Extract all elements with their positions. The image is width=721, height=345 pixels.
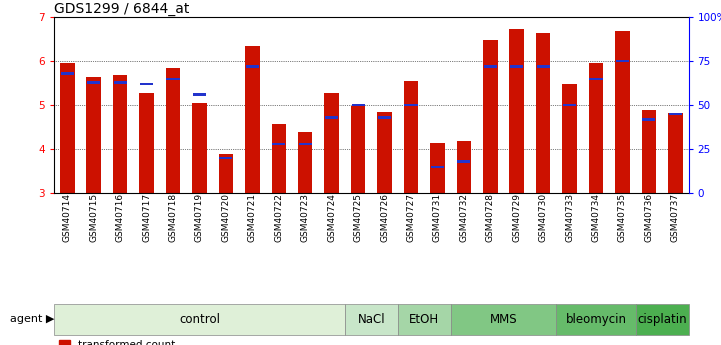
Text: cisplatin: cisplatin xyxy=(637,313,687,326)
Text: GSM40716: GSM40716 xyxy=(115,193,125,242)
Bar xyxy=(668,113,683,193)
Text: GSM40731: GSM40731 xyxy=(433,193,442,242)
Bar xyxy=(324,93,339,193)
Text: GSM40734: GSM40734 xyxy=(591,193,601,242)
Bar xyxy=(325,116,338,119)
Text: GSM40733: GSM40733 xyxy=(565,193,574,242)
Bar xyxy=(484,65,497,68)
Text: GSM40717: GSM40717 xyxy=(142,193,151,242)
Bar xyxy=(457,160,470,163)
Bar xyxy=(351,106,366,193)
Bar xyxy=(590,78,603,80)
Text: GSM40736: GSM40736 xyxy=(645,193,653,242)
FancyBboxPatch shape xyxy=(636,304,689,335)
Text: GSM40722: GSM40722 xyxy=(274,193,283,242)
Bar xyxy=(60,62,74,193)
Text: bleomycin: bleomycin xyxy=(565,313,627,326)
Text: GSM40728: GSM40728 xyxy=(486,193,495,242)
Bar xyxy=(536,65,549,68)
Text: GSM40719: GSM40719 xyxy=(195,193,204,242)
Bar xyxy=(298,143,311,145)
Bar xyxy=(272,124,286,193)
Bar xyxy=(510,29,524,193)
Text: GSM40737: GSM40737 xyxy=(671,193,680,242)
Bar xyxy=(61,72,74,75)
Bar xyxy=(140,83,153,85)
Bar xyxy=(193,103,207,193)
Text: GSM40730: GSM40730 xyxy=(539,193,548,242)
Text: GSM40726: GSM40726 xyxy=(380,193,389,242)
Bar xyxy=(616,60,629,62)
Text: GSM40727: GSM40727 xyxy=(407,193,415,242)
Bar xyxy=(166,68,180,193)
Bar xyxy=(431,166,444,168)
Bar xyxy=(563,104,576,107)
Text: GSM40732: GSM40732 xyxy=(459,193,469,242)
Bar xyxy=(87,77,101,193)
Text: GSM40715: GSM40715 xyxy=(89,193,98,242)
Bar xyxy=(273,143,286,145)
Text: GDS1299 / 6844_at: GDS1299 / 6844_at xyxy=(54,2,190,16)
Bar xyxy=(404,81,418,193)
Bar xyxy=(219,157,232,159)
Bar xyxy=(167,78,180,80)
Text: GSM40723: GSM40723 xyxy=(301,193,310,242)
Text: GSM40735: GSM40735 xyxy=(618,193,627,242)
Bar xyxy=(193,93,206,96)
FancyBboxPatch shape xyxy=(557,304,636,335)
Text: control: control xyxy=(179,313,220,326)
Text: GSM40718: GSM40718 xyxy=(169,193,177,242)
Bar xyxy=(246,65,259,68)
Bar xyxy=(483,40,497,193)
Bar xyxy=(430,142,445,193)
Bar xyxy=(615,31,629,193)
Bar xyxy=(404,104,417,107)
Text: MMS: MMS xyxy=(490,313,517,326)
Text: GSM40724: GSM40724 xyxy=(327,193,336,242)
Bar xyxy=(298,132,312,193)
Bar xyxy=(562,84,577,193)
Text: GSM40721: GSM40721 xyxy=(248,193,257,242)
Text: GSM40725: GSM40725 xyxy=(353,193,363,242)
FancyBboxPatch shape xyxy=(54,304,345,335)
Bar xyxy=(589,63,603,193)
Bar xyxy=(669,113,682,115)
Bar xyxy=(642,110,656,193)
Text: agent ▶: agent ▶ xyxy=(9,314,54,324)
Legend: transformed count, percentile rank within the sample: transformed count, percentile rank withi… xyxy=(59,340,254,345)
Bar xyxy=(536,33,550,193)
Bar xyxy=(456,141,471,193)
Text: GSM40714: GSM40714 xyxy=(63,193,72,242)
Text: GSM40720: GSM40720 xyxy=(221,193,231,242)
Bar xyxy=(642,118,655,120)
Bar xyxy=(139,93,154,193)
Bar xyxy=(352,104,365,107)
Bar xyxy=(113,75,128,193)
FancyBboxPatch shape xyxy=(345,304,398,335)
Bar xyxy=(245,46,260,193)
Text: GSM40729: GSM40729 xyxy=(512,193,521,242)
Bar xyxy=(378,116,391,119)
Bar xyxy=(218,155,233,193)
Bar xyxy=(87,81,100,83)
Bar xyxy=(114,81,127,83)
Text: NaCl: NaCl xyxy=(358,313,385,326)
Bar xyxy=(510,65,523,68)
FancyBboxPatch shape xyxy=(451,304,557,335)
Text: EtOH: EtOH xyxy=(409,313,439,326)
Bar xyxy=(377,112,392,193)
FancyBboxPatch shape xyxy=(398,304,451,335)
